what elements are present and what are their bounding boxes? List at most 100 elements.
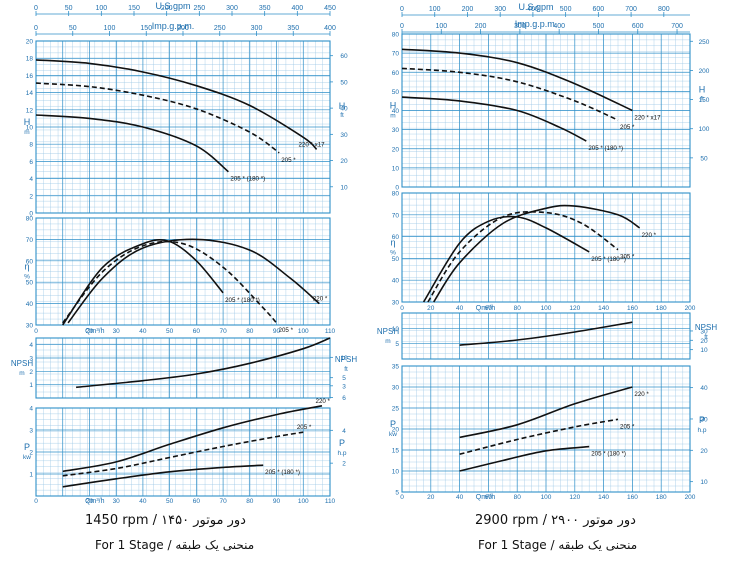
left-tick-label: 50 [392, 89, 400, 96]
top-axis-tick-label: 300 [226, 5, 238, 12]
panel-frame [35, 40, 331, 214]
q-tick-label: 200 [685, 305, 696, 312]
panel-frame [401, 365, 691, 493]
right-axis-unit: h.p [697, 427, 706, 434]
left-tick-label: 2 [29, 450, 33, 457]
panel-frame [401, 33, 691, 188]
top-axis-tick-label: 150 [128, 5, 140, 12]
left-tick-label: 4 [29, 176, 33, 183]
top-axis-tick-label: 100 [95, 5, 107, 12]
q-tick-label: 100 [541, 494, 552, 501]
top-axis-tick-label: 0 [34, 25, 38, 32]
left-tick-label: 5 [395, 341, 399, 348]
right-tick-label: 30 [700, 328, 708, 335]
left-tick-label: 10 [26, 125, 34, 132]
q-tick-label: 20 [427, 494, 435, 501]
left-axis-unit: m [385, 338, 390, 345]
q-tick-label: 20 [427, 305, 435, 312]
series-label: 205 * [620, 254, 635, 261]
right-tick-label: 3 [342, 383, 346, 390]
top-axis-tick-label: 50 [69, 25, 77, 32]
series-line [35, 59, 318, 150]
top-axis-tick-label: 300 [494, 6, 506, 13]
right-tick-label: 60 [340, 53, 348, 60]
left-tick-label: 2 [29, 369, 33, 376]
q-axis-label: Qm³/h [476, 494, 496, 501]
left-tick-label: 30 [392, 385, 400, 392]
left-axis-unit: m [19, 370, 24, 377]
left-tick-label: 2 [29, 193, 33, 200]
right-tick-label: 40 [700, 385, 708, 392]
right-tick-label: 20 [340, 158, 348, 165]
series-label: 220 * [642, 232, 657, 239]
left-tick-label: 40 [26, 301, 34, 308]
series-label: 220 * x17 [634, 115, 661, 122]
left-tick-label: 10 [392, 469, 400, 476]
series-line [433, 204, 641, 303]
right-tick-label: 250 [699, 39, 710, 46]
top-axis-tick-label: 150 [140, 25, 152, 32]
q-tick-label: 60 [485, 494, 493, 501]
top-axis-tick-label: 400 [291, 5, 303, 12]
q-tick-label: 200 [685, 494, 696, 501]
left-tick-label: 60 [392, 70, 400, 77]
top-axis-tick-label: 300 [251, 25, 263, 32]
series-line [422, 215, 590, 303]
left-tick-label: 1 [29, 472, 33, 479]
q-tick-label: 50 [166, 498, 174, 505]
left-axis-unit: kw [23, 454, 31, 461]
top-axis-tick-label: 250 [214, 25, 226, 32]
series-label: 220 * x17 [298, 141, 325, 148]
top-axis-tick-label: 50 [65, 5, 73, 12]
series-line [459, 418, 619, 455]
left-tick-label: 3 [29, 356, 33, 363]
series-line [62, 431, 304, 477]
left-tick-label: 0 [395, 185, 399, 192]
series-line [427, 210, 619, 303]
right-tick-label: 10 [340, 355, 348, 362]
series-label: 220 * [316, 398, 331, 405]
right-axis-unit: ft [704, 334, 708, 341]
left-tick-label: 25 [392, 406, 400, 413]
left-tick-label: 40 [392, 108, 400, 115]
panel-frame [401, 312, 691, 360]
right-tick-label: 20 [700, 338, 708, 345]
top-axis-label: U.S.gpm [155, 1, 190, 11]
panel-frame [35, 217, 331, 326]
series-line [62, 405, 323, 473]
series-line [401, 48, 633, 112]
q-tick-label: 60 [485, 305, 493, 312]
top-axis-tick-label: 0 [34, 5, 38, 12]
series-label: 205 * (180 *) [591, 256, 626, 263]
right-tick-label: 40 [340, 106, 348, 113]
top-axis-tick-label: 700 [671, 23, 683, 30]
left-axis-unit: m [390, 113, 395, 120]
right-tick-label: 50 [700, 155, 708, 162]
q-tick-label: 100 [298, 328, 309, 335]
left-tick-label: 80 [26, 216, 34, 223]
series-label: 205 * [281, 157, 296, 164]
series-label: 205 * (180 *) [588, 145, 623, 152]
q-tick-label: 40 [456, 494, 464, 501]
q-tick-label: 120 [569, 305, 580, 312]
top-axis-tick-label: 0 [400, 23, 404, 30]
top-axis-tick-label: 400 [553, 23, 565, 30]
left-tick-label: 80 [392, 32, 400, 39]
panel-efficiency: 30 40 50 60 70 80 η% 220 * 205 * 205 * (180 *) 0 20… [24, 216, 335, 336]
panel-frame [401, 192, 691, 303]
left-tick-label: 4 [29, 342, 33, 349]
series-label: 205 * [620, 423, 635, 430]
right-stage-caption: For 1 Stage / منحنی یک طبقه [478, 538, 638, 552]
left-axis-label: P [24, 442, 30, 452]
q-tick-label: 60 [193, 498, 201, 505]
q-tick-label: 40 [456, 305, 464, 312]
left-axis-label: η [390, 238, 395, 248]
series-line [401, 67, 619, 121]
top-axis-tick-label: 700 [625, 6, 637, 13]
q-tick-label: 30 [113, 498, 121, 505]
panel-power: 5 10 15 20 25 30 35 Pkw 10 20 30 40 Ph.p 220 * 205 * 20… [389, 364, 708, 502]
top-axis-tick-label: 100 [429, 6, 441, 13]
top-axis-tick-label: 300 [514, 23, 526, 30]
